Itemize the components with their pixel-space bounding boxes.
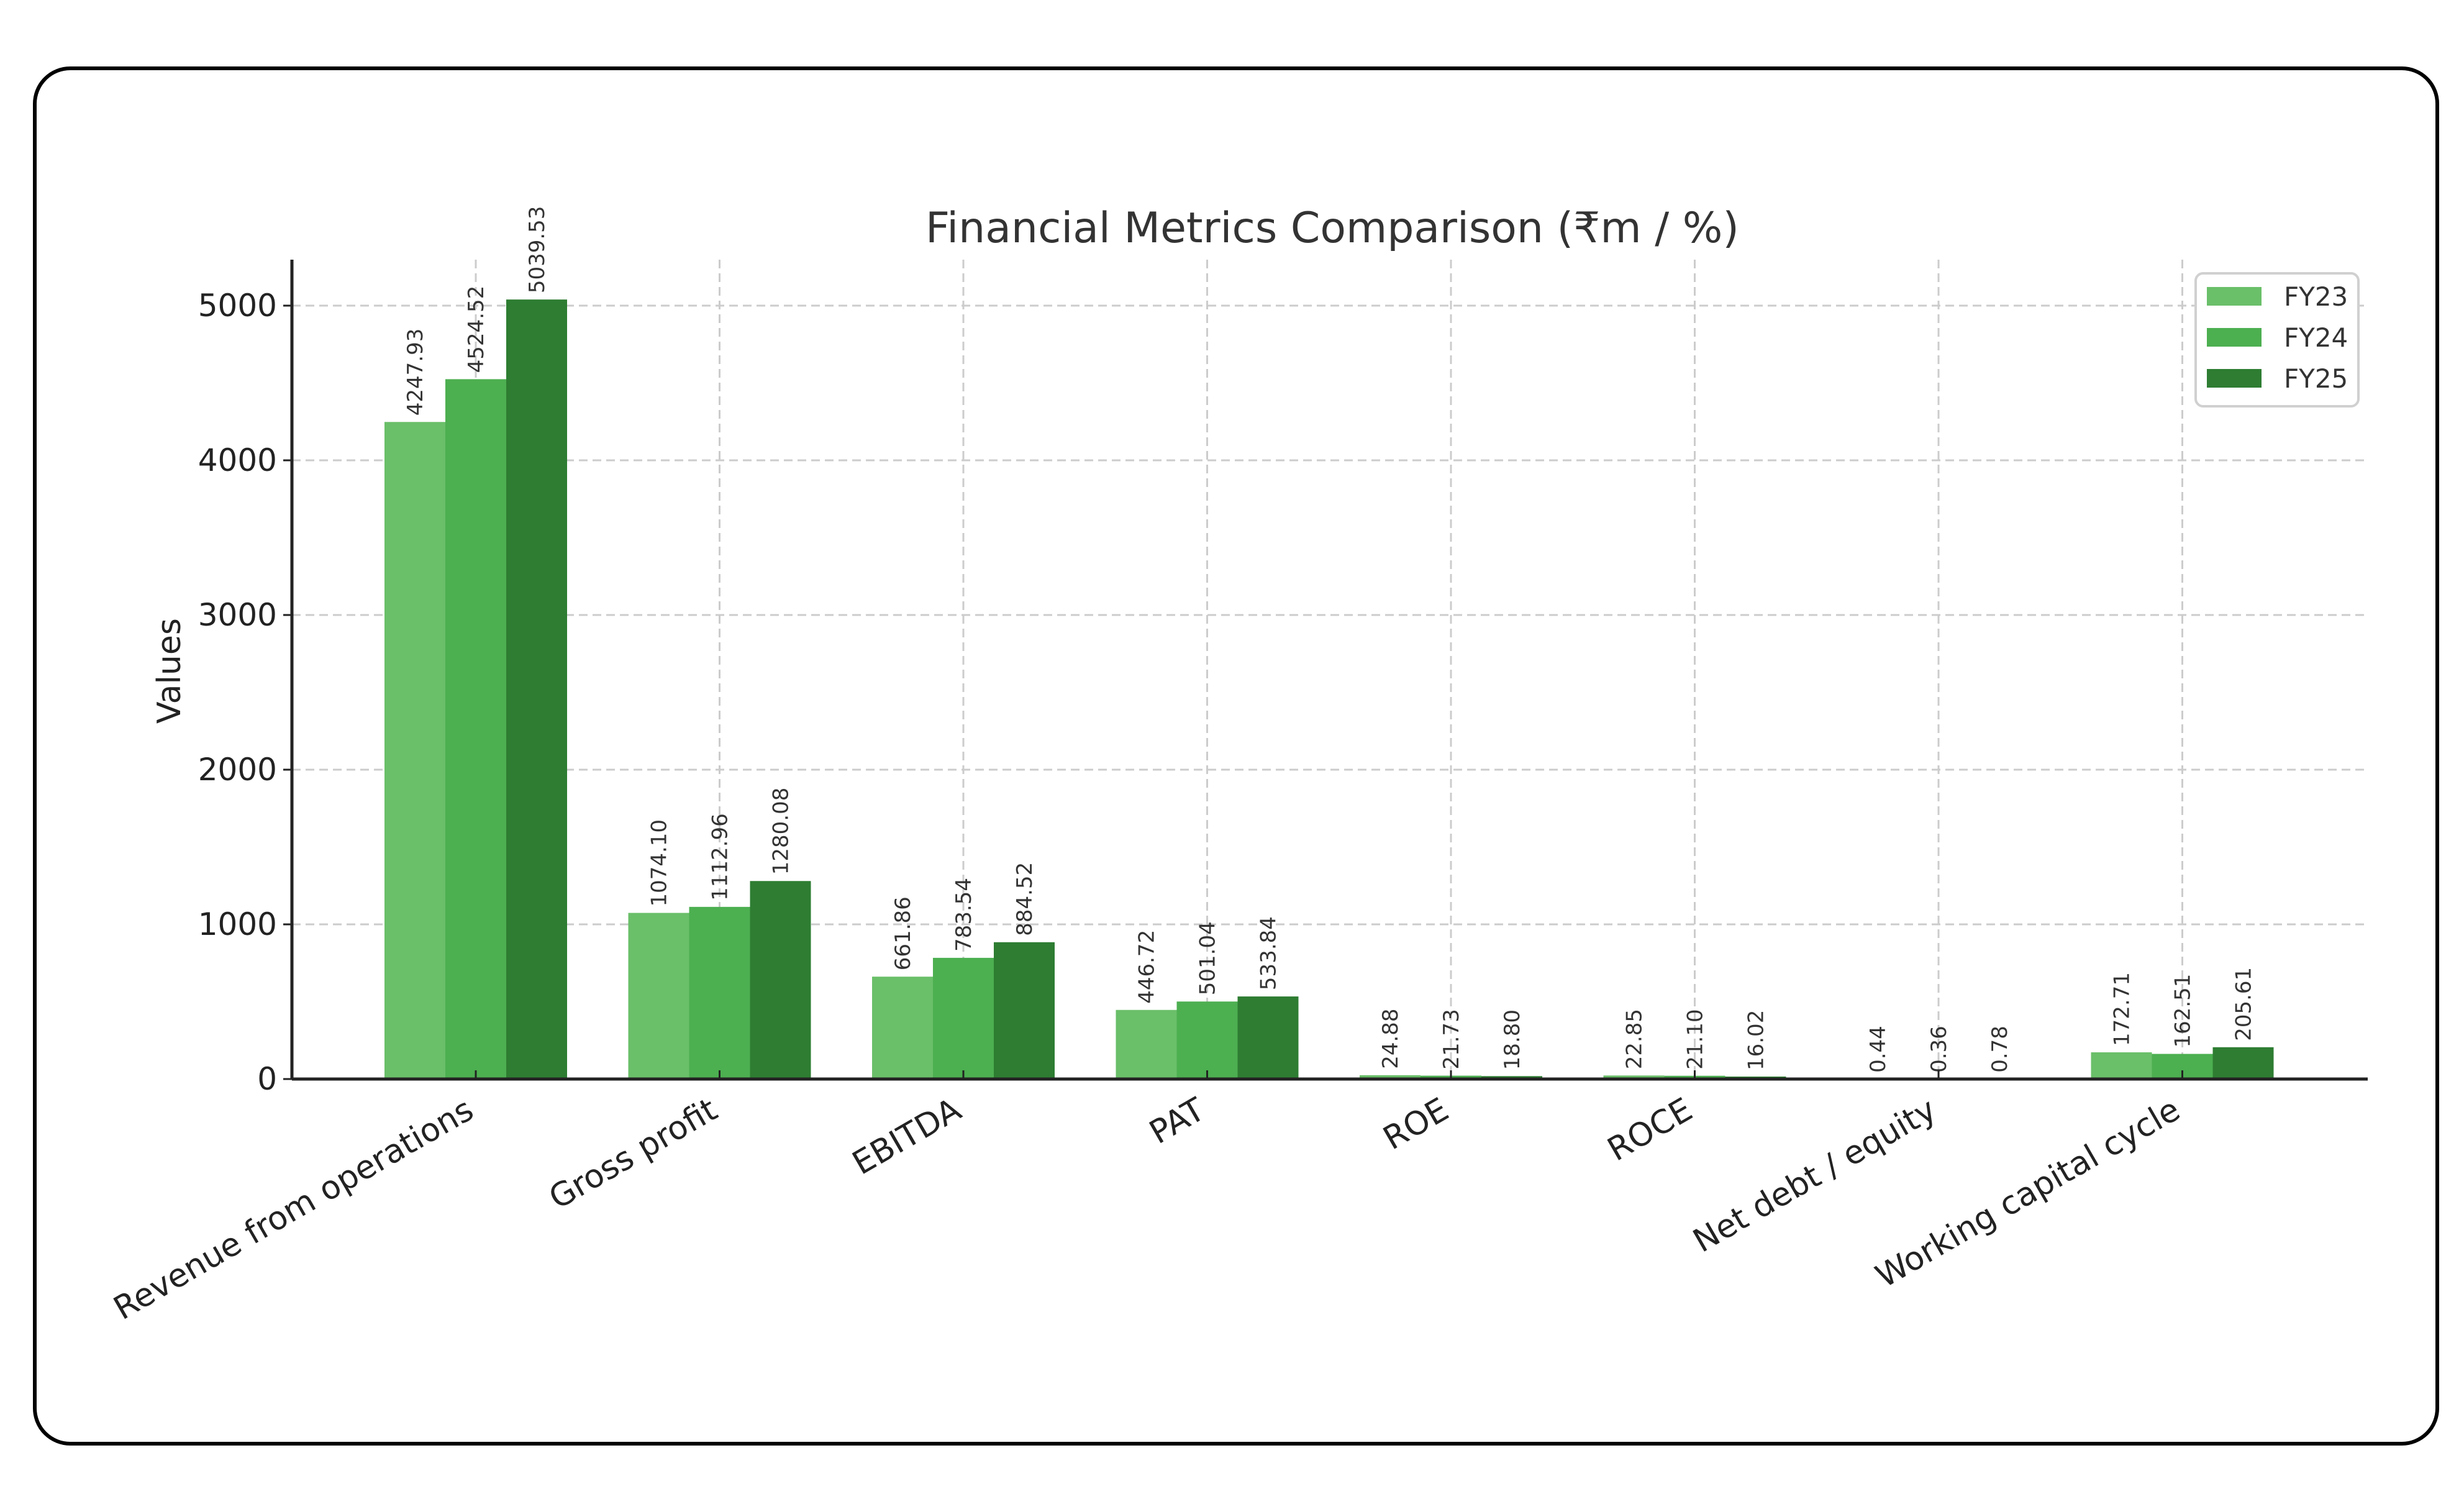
value-label: 446.72 <box>1135 930 1160 1004</box>
bar-fy25 <box>750 881 811 1079</box>
y-axis-label: Values <box>151 618 188 724</box>
bar-fy25 <box>1237 996 1299 1079</box>
bar-fy24 <box>689 906 750 1079</box>
legend-swatch-fy25 <box>2207 369 2262 388</box>
x-tick-label: Net debt / equity <box>1687 1091 1942 1260</box>
x-tick-label: Revenue from operations <box>107 1091 480 1328</box>
x-tick-label: ROCE <box>1601 1091 1699 1168</box>
bar-fy23 <box>1116 1009 1177 1079</box>
value-label: 205.61 <box>2232 967 2257 1041</box>
value-label: 21.73 <box>1439 1009 1464 1069</box>
x-tick-label: PAT <box>1143 1091 1211 1152</box>
value-label: 162.51 <box>2171 974 2196 1048</box>
value-label: 884.52 <box>1012 862 1037 936</box>
bar-fy23 <box>628 913 689 1079</box>
bar-fy24 <box>933 957 994 1079</box>
y-tick-label: 0 <box>257 1061 277 1097</box>
chart-title: Financial Metrics Comparison (₹m / %) <box>925 204 1739 253</box>
x-tick-label: Gross profit <box>543 1091 724 1217</box>
x-tick-label: ROE <box>1377 1091 1455 1157</box>
x-tick-label: EBITDA <box>847 1091 968 1182</box>
bar-fy25 <box>506 299 567 1080</box>
legend-label: FY24 <box>2284 322 2348 353</box>
axes <box>283 260 2368 1081</box>
legend-swatch-fy23 <box>2207 287 2262 306</box>
value-label: 0.36 <box>1927 1026 1952 1073</box>
bar-fy23 <box>2091 1052 2152 1079</box>
y-tick-label: 5000 <box>198 288 277 324</box>
legend-swatch-fy24 <box>2207 328 2262 347</box>
bar-fy25 <box>2212 1047 2274 1079</box>
value-label: 4247.93 <box>403 329 428 416</box>
y-tick-label: 2000 <box>198 752 277 788</box>
value-label: 21.10 <box>1683 1009 1708 1069</box>
value-label: 1112.96 <box>708 813 733 901</box>
bar-fy23 <box>872 977 933 1079</box>
value-label: 0.78 <box>1988 1026 2012 1073</box>
value-label: 24.88 <box>1378 1008 1403 1068</box>
bar-fy24 <box>1176 1001 1238 1079</box>
value-label: 22.85 <box>1622 1009 1647 1069</box>
value-label: 661.86 <box>891 896 916 970</box>
bar-fy24 <box>445 379 506 1079</box>
value-label: 1074.10 <box>647 819 672 907</box>
value-label: 172.71 <box>2110 972 2135 1046</box>
bar-fy23 <box>384 422 445 1080</box>
value-label: 533.84 <box>1257 916 1281 990</box>
legend-label: FY23 <box>2284 281 2348 312</box>
bar-fy23 <box>1603 1075 1665 1079</box>
value-label: 16.02 <box>1744 1010 1769 1070</box>
value-label: 4524.52 <box>464 286 489 373</box>
x-tick-labels: Revenue from operations Gross profit EBITD… <box>107 1091 2186 1328</box>
legend-label: FY25 <box>2284 363 2348 394</box>
legend: FY23 FY24 FY25 <box>2194 272 2360 408</box>
y-tick-labels: 0 1000 2000 3000 4000 5000 <box>198 288 277 1097</box>
value-label: 501.04 <box>1196 921 1221 995</box>
y-tick-label: 1000 <box>198 906 277 942</box>
value-labels: 4247.93 1074.10 661.86 446.72 24.88 22.85 0.44… <box>403 206 2257 1073</box>
value-label: 1280.08 <box>769 788 794 875</box>
value-label: 18.80 <box>1500 1009 1525 1070</box>
bar-fy25 <box>994 942 1055 1079</box>
bar-fy23 <box>1360 1075 1421 1079</box>
value-label: 783.54 <box>952 878 976 952</box>
value-label: 0.44 <box>1866 1026 1891 1073</box>
value-label: 5039.53 <box>525 206 550 294</box>
grid-lines <box>292 260 2368 1079</box>
bars <box>384 299 2274 1080</box>
y-tick-label: 4000 <box>198 442 277 478</box>
y-tick-label: 3000 <box>198 597 277 633</box>
